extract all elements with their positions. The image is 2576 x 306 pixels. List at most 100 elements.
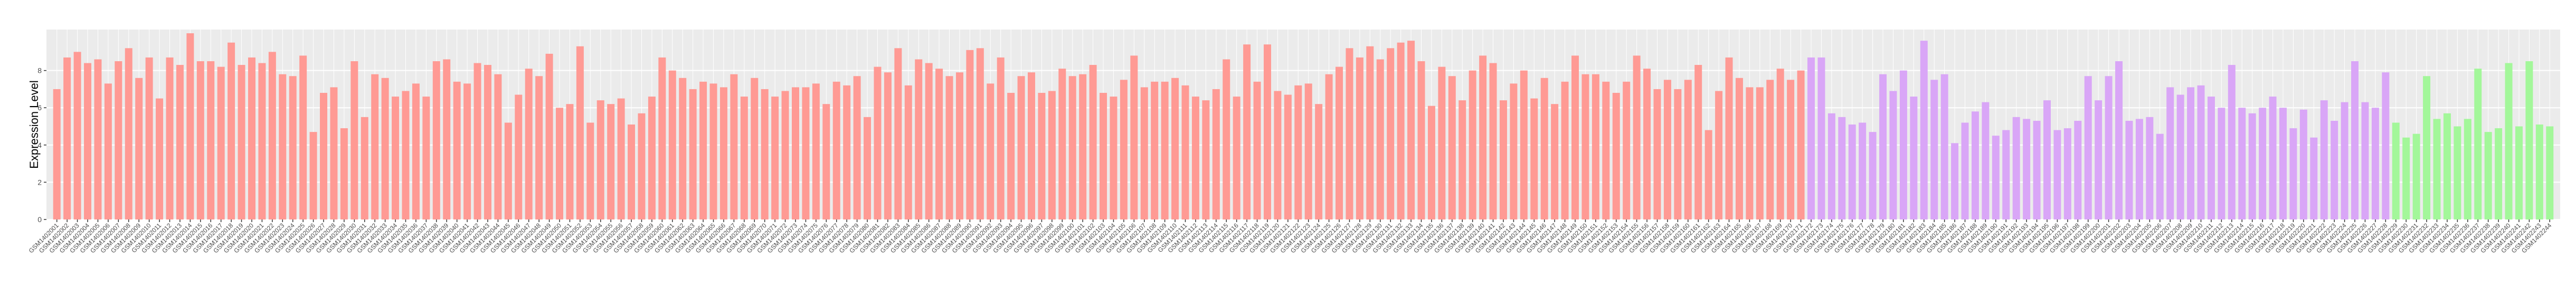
bar xyxy=(2515,126,2523,219)
bar xyxy=(668,70,676,219)
bar xyxy=(699,81,707,219)
bar xyxy=(1079,74,1087,220)
bar xyxy=(586,122,594,219)
bar xyxy=(1499,100,1507,219)
bar xyxy=(1889,91,1897,219)
bar xyxy=(853,76,861,219)
bar xyxy=(2228,65,2236,219)
bar xyxy=(1427,106,1435,219)
bar xyxy=(1663,80,1671,219)
bar xyxy=(545,53,553,219)
bar xyxy=(2433,119,2441,219)
bar xyxy=(1899,70,1907,219)
bar xyxy=(2331,120,2338,219)
bar xyxy=(1920,41,1928,220)
bar xyxy=(791,87,799,219)
bar xyxy=(320,93,328,219)
bar xyxy=(381,78,389,219)
bar xyxy=(515,94,523,219)
bar xyxy=(1336,66,1343,220)
bar xyxy=(1869,132,1877,219)
bar xyxy=(596,100,604,219)
bar xyxy=(1048,91,1056,219)
bar xyxy=(2105,76,2113,219)
bar xyxy=(1191,97,1199,219)
bar xyxy=(2402,137,2410,219)
bar xyxy=(2505,63,2513,219)
bar xyxy=(2289,128,2297,219)
bar xyxy=(1653,89,1661,219)
bar xyxy=(2443,113,2451,219)
bar xyxy=(2207,97,2215,219)
bar xyxy=(1633,55,1641,219)
bar xyxy=(1171,78,1179,219)
bar xyxy=(1438,66,1446,220)
bar xyxy=(217,66,225,220)
bar xyxy=(63,57,71,220)
bar xyxy=(1263,44,1271,219)
bar xyxy=(340,128,348,219)
bar xyxy=(2146,117,2154,219)
bar xyxy=(719,87,727,219)
bar xyxy=(925,63,933,219)
bar xyxy=(1140,87,1148,219)
bar xyxy=(279,74,287,220)
bar xyxy=(289,76,297,219)
bar xyxy=(176,65,184,219)
y-tick-label: 4 xyxy=(37,141,42,149)
bar xyxy=(2012,117,2020,219)
bar xyxy=(1612,93,1620,219)
bar xyxy=(1294,85,1302,219)
bar xyxy=(525,69,533,219)
bar xyxy=(1387,48,1395,219)
bar xyxy=(945,76,953,219)
bar xyxy=(2535,125,2543,219)
bar xyxy=(1623,81,1631,219)
bar xyxy=(576,46,584,219)
bar xyxy=(1807,57,1815,220)
bar xyxy=(894,48,902,219)
bar xyxy=(1817,57,1825,220)
y-tick-label: 2 xyxy=(37,178,42,186)
bar xyxy=(2423,76,2431,219)
bar xyxy=(1725,57,1733,220)
bar xyxy=(1448,76,1456,219)
bar xyxy=(2454,126,2461,219)
bar xyxy=(987,83,995,219)
bar xyxy=(1510,83,1518,219)
bar xyxy=(1787,80,1795,219)
bar xyxy=(2412,133,2420,219)
bar xyxy=(484,65,491,219)
bar xyxy=(1161,81,1169,219)
bar xyxy=(1540,78,1548,219)
bar xyxy=(1479,55,1487,219)
bar xyxy=(1859,122,1867,219)
bar xyxy=(1910,97,1918,219)
bar xyxy=(1356,57,1363,220)
bar xyxy=(2310,137,2318,219)
bar xyxy=(1325,74,1333,220)
bar xyxy=(268,52,276,220)
bar xyxy=(1223,59,1230,220)
bar xyxy=(1304,83,1312,219)
bar xyxy=(2279,108,2287,219)
bar xyxy=(966,50,974,219)
bar xyxy=(955,72,963,220)
bar xyxy=(196,61,204,219)
bar xyxy=(648,97,656,219)
bar xyxy=(874,66,882,220)
bar xyxy=(2187,87,2195,219)
bar xyxy=(2002,130,2010,219)
bar xyxy=(2392,122,2400,219)
bar xyxy=(422,97,430,219)
bar xyxy=(248,57,255,220)
bar xyxy=(884,72,892,220)
bar xyxy=(843,85,851,219)
bar xyxy=(309,132,317,219)
bar xyxy=(1068,76,1076,219)
bar xyxy=(781,91,789,219)
bar xyxy=(566,104,574,219)
bar xyxy=(453,81,461,219)
bar xyxy=(299,55,307,219)
